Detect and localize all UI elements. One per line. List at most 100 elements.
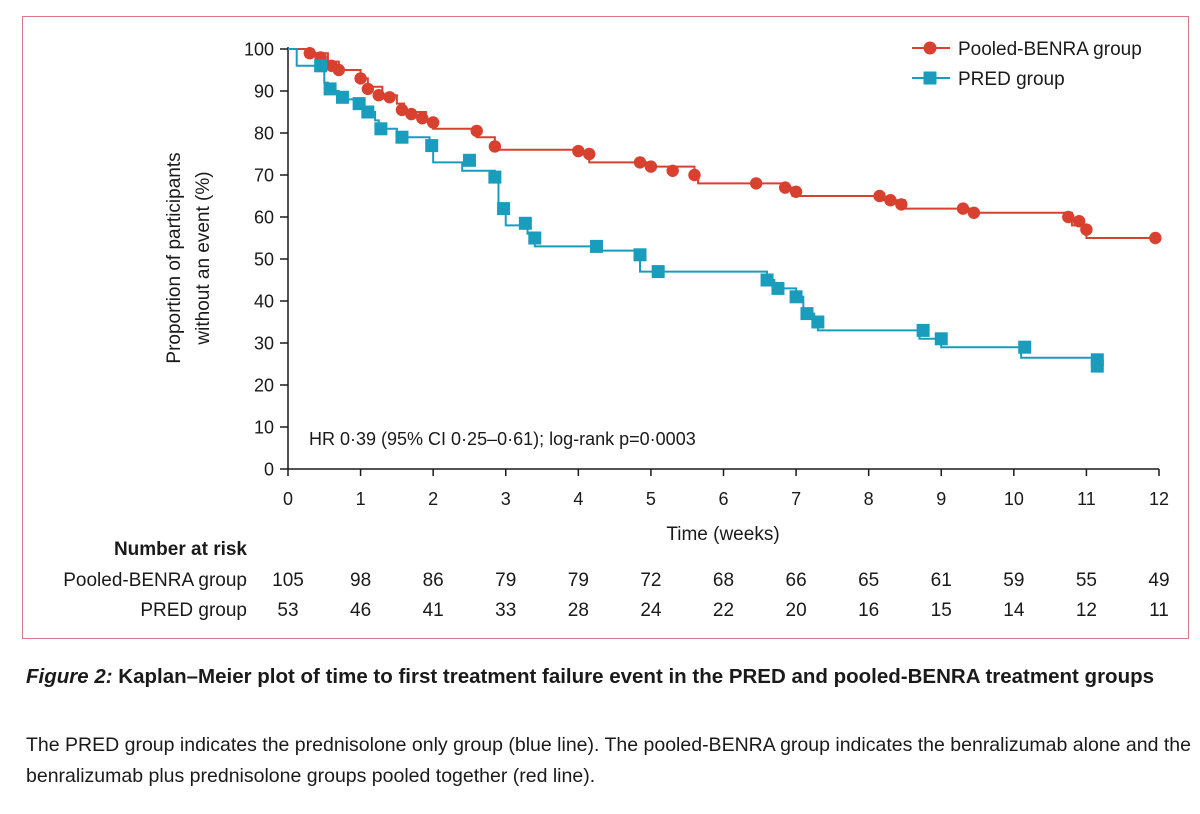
risk-value-pred: 20 xyxy=(786,600,807,621)
risk-value-pred: 28 xyxy=(568,600,589,621)
x-tick-label: 4 xyxy=(573,489,583,509)
censor-marker-pred xyxy=(374,122,388,136)
risk-value-pred: 53 xyxy=(277,600,298,621)
censor-marker-pred xyxy=(789,290,803,304)
x-tick-label: 9 xyxy=(936,489,946,509)
y-tick-label: 70 xyxy=(254,166,274,186)
risk-value-pooled: 65 xyxy=(858,570,879,591)
risk-value-pooled: 61 xyxy=(931,570,952,591)
legend-pooled-label: Pooled-BENRA group xyxy=(958,39,1142,60)
risk-value-pred: 14 xyxy=(1003,600,1025,621)
risk-value-pooled: 105 xyxy=(272,570,304,591)
y-tick-label: 0 xyxy=(264,460,274,480)
risk-value-pooled: 72 xyxy=(640,570,661,591)
risk-value-pooled: 59 xyxy=(1003,570,1024,591)
x-tick-label: 1 xyxy=(356,489,366,509)
y-tick-label: 20 xyxy=(254,376,274,396)
risk-value-pred: 12 xyxy=(1076,600,1097,621)
risk-value-pred: 15 xyxy=(931,600,952,621)
censor-marker-pooled-benra xyxy=(395,103,409,117)
censor-marker-pooled-benra xyxy=(789,185,803,198)
censor-marker-pooled-benra xyxy=(884,194,897,207)
risk-value-pooled: 68 xyxy=(713,570,734,591)
censor-marker-pred xyxy=(651,265,665,279)
risk-value-pooled: 79 xyxy=(568,570,589,591)
censor-marker-pred xyxy=(1090,359,1104,373)
censor-marker-pred xyxy=(425,139,439,153)
censor-marker-pred xyxy=(916,323,930,337)
censor-marker-pooled-benra xyxy=(416,112,429,125)
censor-marker-pred xyxy=(395,130,409,144)
figure-caption-body: The PRED group indicates the prednisolon… xyxy=(26,734,1191,787)
censor-marker-pooled-benra xyxy=(1072,215,1086,228)
censor-marker-pred xyxy=(771,281,785,295)
number-at-risk-table: Number at risk Pooled-BENRA group PRED g… xyxy=(63,539,1169,621)
risk-value-pred: 11 xyxy=(1149,600,1169,621)
x-tick-label: 3 xyxy=(501,489,511,509)
risk-row-label-pooled: Pooled-BENRA group xyxy=(63,570,247,591)
censor-marker-pred xyxy=(314,59,328,73)
censor-marker-pooled-benra xyxy=(1149,231,1162,245)
censor-marker-pred xyxy=(528,231,542,245)
censor-marker-pooled-benra xyxy=(361,82,375,96)
censor-marker-pooled-benra xyxy=(354,72,367,85)
x-tick-label: 11 xyxy=(1077,489,1096,509)
censor-marker-pooled-benra xyxy=(749,177,763,190)
censor-marker-pooled-benra xyxy=(644,160,658,173)
y-tick-label: 90 xyxy=(254,82,274,102)
censor-marker-pooled-benra xyxy=(895,198,908,211)
x-tick-label: 12 xyxy=(1149,489,1169,509)
y-axis-label-line-1: Proportion of participants xyxy=(164,152,185,363)
figure-label: Figure 2: xyxy=(26,665,113,688)
censor-marker-pooled-benra xyxy=(967,206,981,219)
x-tick-label: 5 xyxy=(646,489,656,509)
figure-frame xyxy=(22,16,1189,639)
censor-marker-pooled-benra xyxy=(488,140,502,153)
censor-marker-pooled-benra xyxy=(303,47,316,60)
y-tick-label: 30 xyxy=(254,334,274,354)
y-tick-label: 10 xyxy=(254,418,274,438)
figure-title-text: Kaplan–Meier plot of time to first treat… xyxy=(112,665,1155,688)
y-tick-label: 80 xyxy=(254,124,274,144)
risk-values: 105 98 86 79 79 72 68 66 65 61 59 55 49 53 46 41 33 28 24 2… xyxy=(272,570,1169,621)
x-tick-label: 2 xyxy=(428,489,438,509)
censor-marker-pooled-benra xyxy=(583,147,596,161)
risk-value-pooled: 79 xyxy=(495,570,516,591)
y-tick-label: 100 xyxy=(244,40,274,60)
figure-caption-title: Figure 2: Kaplan–Meier plot of time to f… xyxy=(26,661,1191,692)
censor-marker-pred xyxy=(488,170,502,184)
censor-marker-pred xyxy=(497,202,511,216)
series-layer xyxy=(288,47,1162,373)
x-tick-label: 6 xyxy=(718,489,728,509)
censor-marker-pooled-benra xyxy=(405,107,418,121)
y-tick-label: 50 xyxy=(254,250,274,270)
censor-marker-pooled-benra xyxy=(688,168,701,182)
censor-marker-pooled-benra xyxy=(426,116,440,129)
risk-value-pooled: 98 xyxy=(350,570,371,591)
censor-marker-pooled-benra xyxy=(1062,210,1075,224)
x-tick-label: 7 xyxy=(791,489,801,509)
censor-marker-pred xyxy=(633,248,647,262)
censor-marker-pred xyxy=(462,153,476,167)
series-line-pred xyxy=(288,48,1101,359)
risk-value-pooled: 66 xyxy=(786,570,807,591)
censor-marker-pred xyxy=(1018,340,1032,354)
risk-value-pooled: 55 xyxy=(1076,570,1097,591)
censor-marker-pooled-benra xyxy=(778,181,792,194)
censor-marker-pred xyxy=(811,315,825,329)
censor-marker-pooled-benra xyxy=(383,91,396,104)
censor-marker-pred xyxy=(518,216,532,230)
risk-value-pred: 46 xyxy=(350,600,371,621)
censor-marker-pred xyxy=(323,82,337,96)
censor-marker-pooled-benra xyxy=(332,63,346,77)
hazard-ratio-annotation: HR 0·39 (95% CI 0·25–0·61); log-rank p=0… xyxy=(309,429,696,449)
y-tick-label: 40 xyxy=(254,292,274,312)
risk-row-label-pred: PRED group xyxy=(140,600,247,621)
legend-pred-label: PRED group xyxy=(958,69,1065,90)
x-tick-label: 10 xyxy=(1004,489,1024,509)
censor-marker-pred xyxy=(934,332,948,346)
legend-pred-marker xyxy=(923,71,937,85)
censor-marker-pooled-benra xyxy=(666,164,679,177)
y-axis-label-line-2: without an event (%) xyxy=(193,171,214,345)
